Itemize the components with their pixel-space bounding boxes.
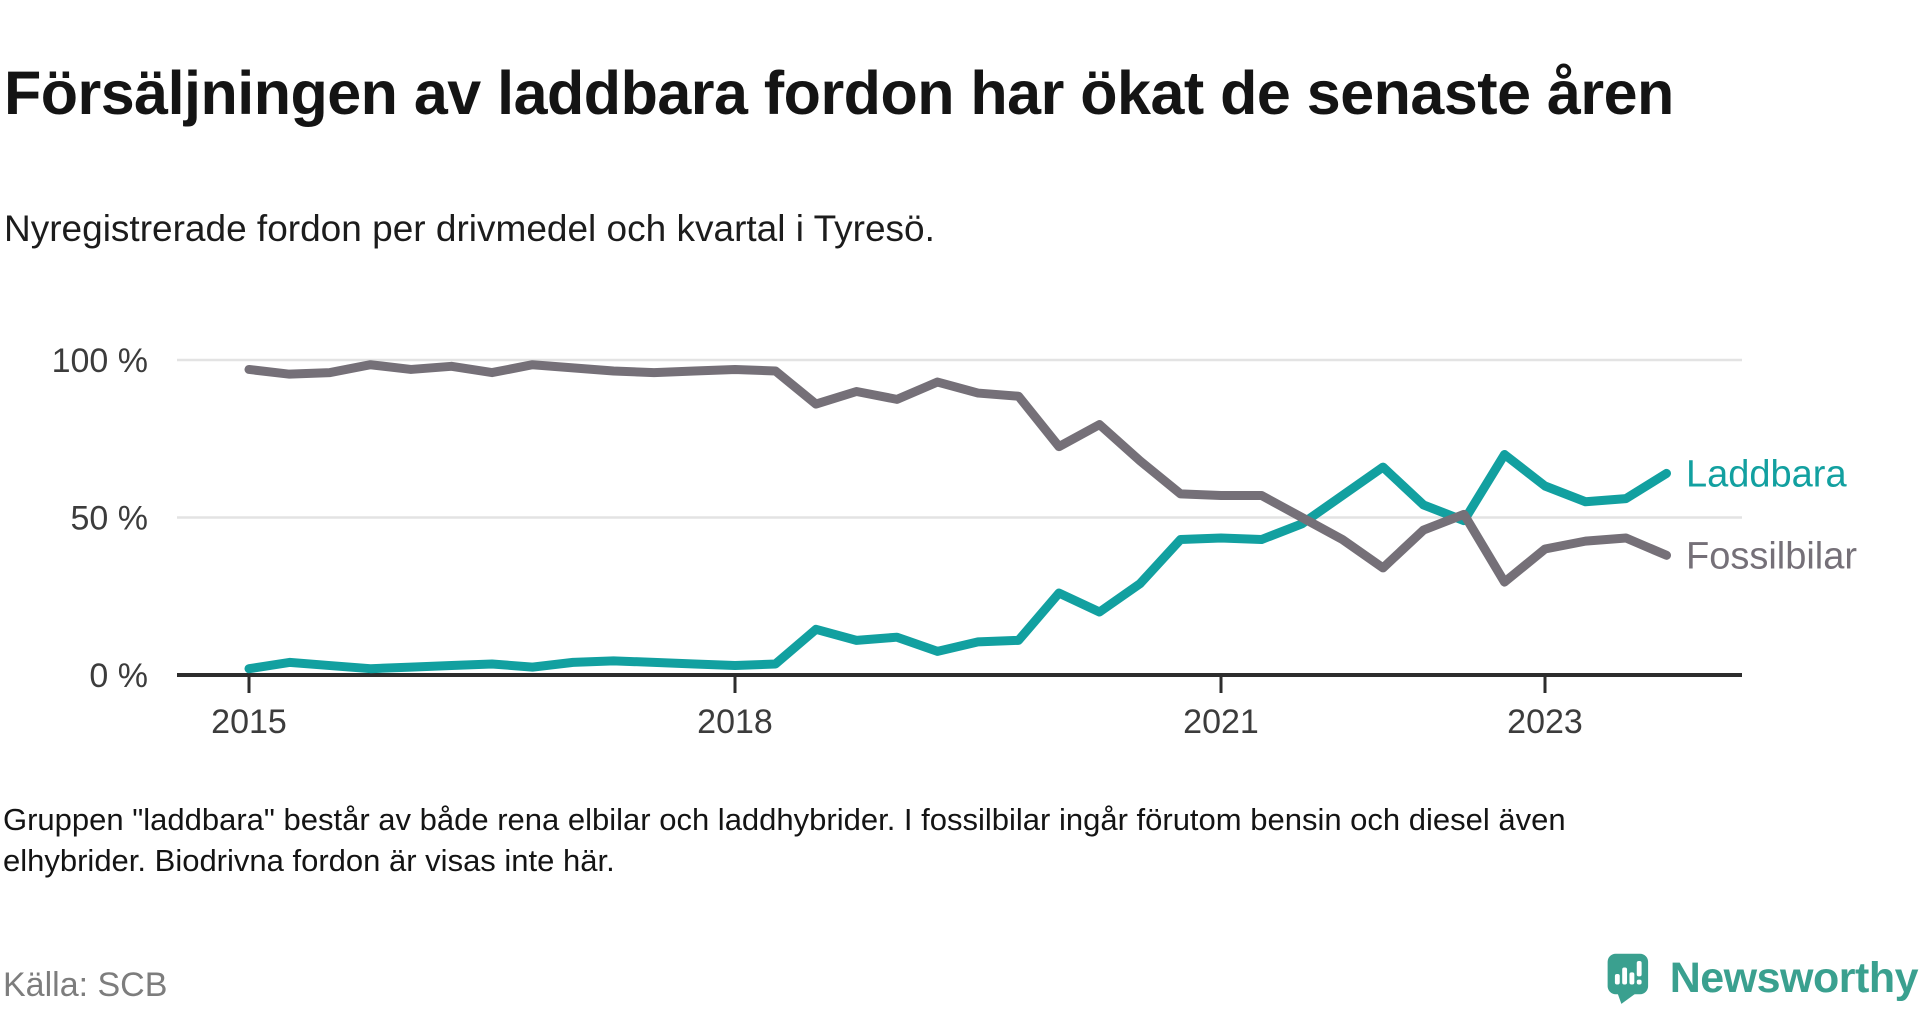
x-axis-tick-label: 2021 <box>1183 703 1259 741</box>
speech-bubble-bar-chart-icon <box>1607 953 1649 1004</box>
y-axis-tick-label: 50 % <box>71 500 149 538</box>
x-axis-tick-label: 2023 <box>1507 703 1583 741</box>
footnote-line: elhybrider. Biodrivna fordon är visas in… <box>3 843 615 878</box>
fossilbilar-line <box>244 360 1671 587</box>
laddbara-line <box>244 450 1671 674</box>
newsworthy-wordmark: Newsworthy <box>1669 954 1919 1002</box>
source-label: Källa: SCB <box>3 966 168 1004</box>
x-axis-tick-label: 2015 <box>211 703 287 741</box>
footnote-line: Gruppen "laddbara" består av både rena e… <box>3 802 1566 837</box>
legend-label-fossilbilar: Fossilbilar <box>1686 535 1857 577</box>
chart-footnote: Gruppen "laddbara" består av både rena e… <box>3 799 1863 881</box>
newsworthy-logo: Newsworthy <box>1606 946 1919 1010</box>
legend-label-laddbara: Laddbara <box>1686 453 1847 495</box>
page-title: Försäljningen av laddbara fordon har öka… <box>4 58 1674 127</box>
y-axis-tick-label: 0 % <box>89 657 148 695</box>
y-axis-tick-label: 100 % <box>52 342 148 380</box>
chart-subtitle: Nyregistrerade fordon per drivmedel och … <box>4 208 935 249</box>
x-axis-tick-label: 2018 <box>697 703 773 741</box>
